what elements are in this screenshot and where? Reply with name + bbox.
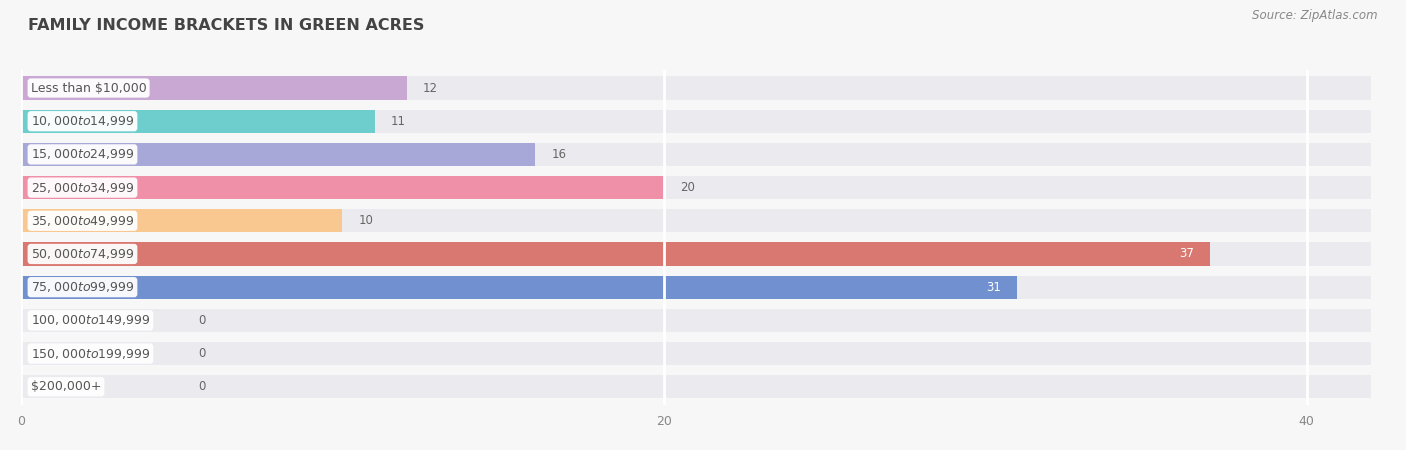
Bar	[21, 209, 343, 232]
Text: $15,000 to $24,999: $15,000 to $24,999	[31, 148, 134, 162]
Text: 10: 10	[359, 214, 374, 227]
Text: 0: 0	[198, 314, 205, 327]
Text: 16: 16	[551, 148, 567, 161]
Text: 20: 20	[681, 181, 695, 194]
Bar	[0, 76, 1403, 99]
Bar	[21, 243, 1211, 266]
Bar	[21, 76, 406, 99]
Bar	[0, 110, 1403, 133]
Text: $150,000 to $199,999: $150,000 to $199,999	[31, 346, 150, 360]
Text: FAMILY INCOME BRACKETS IN GREEN ACRES: FAMILY INCOME BRACKETS IN GREEN ACRES	[28, 18, 425, 33]
Text: Source: ZipAtlas.com: Source: ZipAtlas.com	[1253, 9, 1378, 22]
Bar	[0, 342, 1403, 365]
Text: 0: 0	[198, 380, 205, 393]
Text: 11: 11	[391, 115, 406, 128]
Text: 0: 0	[198, 347, 205, 360]
Bar	[21, 176, 664, 199]
Text: Less than $10,000: Less than $10,000	[31, 81, 146, 94]
Bar	[21, 110, 374, 133]
Bar	[21, 275, 1018, 299]
Text: $75,000 to $99,999: $75,000 to $99,999	[31, 280, 134, 294]
Text: $50,000 to $74,999: $50,000 to $74,999	[31, 247, 134, 261]
Bar	[0, 309, 1403, 332]
Text: 31: 31	[987, 281, 1001, 294]
Bar	[0, 275, 1403, 299]
Bar	[0, 243, 1403, 266]
Text: 37: 37	[1180, 248, 1194, 261]
Bar	[0, 375, 1403, 398]
Bar	[0, 143, 1403, 166]
Text: 12: 12	[423, 81, 437, 94]
Text: $100,000 to $149,999: $100,000 to $149,999	[31, 313, 150, 327]
Text: $10,000 to $14,999: $10,000 to $14,999	[31, 114, 134, 128]
Text: $200,000+: $200,000+	[31, 380, 101, 393]
Text: $35,000 to $49,999: $35,000 to $49,999	[31, 214, 134, 228]
Bar	[0, 209, 1403, 232]
Bar	[21, 143, 536, 166]
Bar	[0, 176, 1403, 199]
Text: $25,000 to $34,999: $25,000 to $34,999	[31, 180, 134, 194]
